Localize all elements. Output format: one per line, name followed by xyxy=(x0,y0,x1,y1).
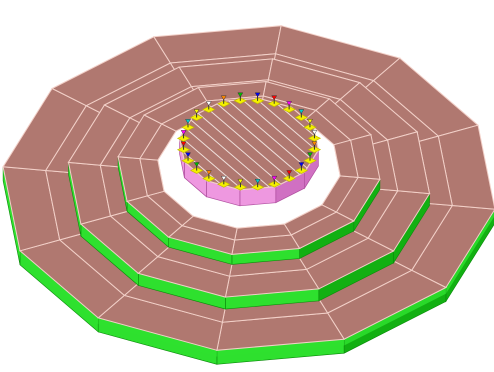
marker-tip xyxy=(298,162,305,167)
marker-17 xyxy=(233,92,247,105)
marker-6 xyxy=(233,178,248,191)
marker-tip xyxy=(254,92,261,98)
marker-tip xyxy=(185,152,191,158)
marker-12 xyxy=(176,130,191,142)
marker-tip xyxy=(271,95,278,101)
upper-tier-side-faces xyxy=(67,58,431,310)
marker-23 xyxy=(307,130,322,142)
marker-13 xyxy=(181,119,195,131)
marker-18 xyxy=(250,92,265,105)
marker-tip xyxy=(193,162,200,167)
tier-bottom-side-highlight-0 xyxy=(445,210,494,294)
marker-base xyxy=(303,123,317,131)
marker-21 xyxy=(294,109,308,121)
marker-tip xyxy=(286,101,292,106)
marker-3 xyxy=(282,170,296,182)
marker-tip xyxy=(286,170,293,175)
marker-tip xyxy=(205,101,212,106)
marker-5 xyxy=(251,178,265,191)
marker-tip xyxy=(237,92,244,98)
marker-base xyxy=(233,183,248,191)
marker-tip xyxy=(206,170,212,175)
marker-9 xyxy=(190,162,204,174)
marker-ring xyxy=(176,92,322,191)
marker-tip xyxy=(220,176,227,181)
marker-14 xyxy=(189,109,204,121)
marker-base xyxy=(217,100,231,108)
marker-base xyxy=(294,114,308,121)
tier-bottom-side-highlight-3 xyxy=(98,317,217,357)
marker-4 xyxy=(267,175,281,188)
marker-tip xyxy=(193,109,200,114)
marker-tip xyxy=(237,178,244,184)
marker-base xyxy=(202,106,216,113)
marker-base xyxy=(217,180,231,188)
tier-top-redraw-sector-1-11 xyxy=(333,139,359,178)
hatch-line xyxy=(238,98,319,190)
marker-base xyxy=(294,167,309,174)
hatch-line xyxy=(208,98,319,190)
marker-tip xyxy=(307,119,313,124)
marker-11 xyxy=(176,141,191,154)
hatch-line xyxy=(179,98,260,190)
marker-2 xyxy=(294,162,309,174)
hatch-line xyxy=(179,98,290,190)
marker-19 xyxy=(267,95,281,108)
marker-base xyxy=(181,124,195,131)
marker-base xyxy=(176,135,191,142)
marker-0 xyxy=(307,141,322,153)
marker-8 xyxy=(202,170,216,182)
marker-tip xyxy=(271,175,278,181)
marker-base xyxy=(307,134,322,142)
marker-16 xyxy=(217,95,231,108)
marker-22 xyxy=(303,119,317,131)
marker-20 xyxy=(282,101,296,113)
marker-tip xyxy=(180,130,187,135)
marker-tip xyxy=(185,119,191,124)
marker-7 xyxy=(217,176,231,188)
marker-1 xyxy=(303,152,317,164)
marker-15 xyxy=(202,101,216,113)
marker-tip xyxy=(220,95,227,101)
central-platform xyxy=(178,97,320,207)
hatch-line xyxy=(223,98,319,190)
marker-base xyxy=(202,175,216,182)
marker-tip xyxy=(307,152,313,157)
tier-bottom-side-highlight-4 xyxy=(20,250,99,325)
marker-tip xyxy=(298,109,305,114)
marker-tip xyxy=(311,130,318,135)
marker-tip xyxy=(254,178,261,184)
tier-bottom-side-highlight-2 xyxy=(216,339,345,357)
marker-base xyxy=(251,183,265,191)
marker-10 xyxy=(181,152,195,165)
hatch-line xyxy=(179,98,275,190)
tier-bottom-side-highlight-1 xyxy=(344,287,446,346)
